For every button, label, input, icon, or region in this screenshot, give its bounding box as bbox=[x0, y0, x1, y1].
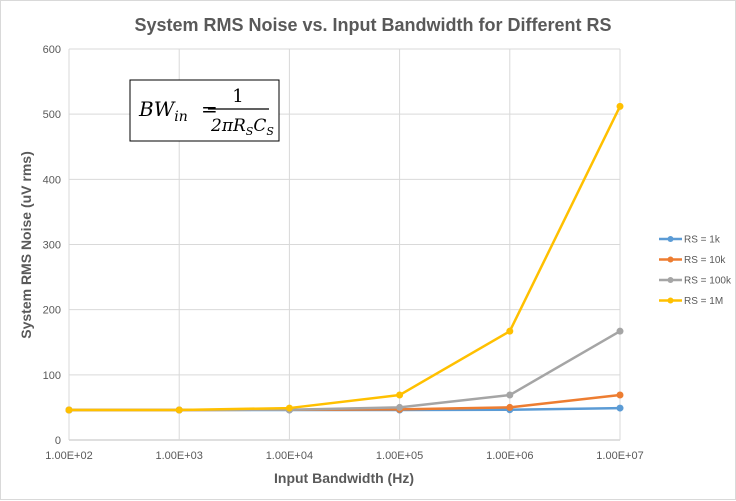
chart-title: System RMS Noise vs. Input Bandwidth for… bbox=[134, 15, 611, 35]
data-point bbox=[616, 404, 624, 412]
x-tick-label: 1.00E+04 bbox=[266, 450, 313, 462]
data-point bbox=[285, 404, 293, 412]
legend-label: RS = 100k bbox=[684, 276, 732, 287]
data-point bbox=[396, 403, 404, 411]
data-point bbox=[65, 406, 73, 414]
data-point bbox=[616, 102, 624, 110]
formula-den-sub1: S bbox=[246, 125, 254, 138]
legend-label: RS = 1k bbox=[684, 235, 721, 246]
svg-text:2πRSCS: 2πRSCS bbox=[210, 116, 274, 138]
y-tick-label: 300 bbox=[43, 240, 61, 252]
formula-lhs-sub: in bbox=[174, 109, 188, 125]
series-line bbox=[69, 105, 622, 412]
y-tick-label: 400 bbox=[43, 174, 61, 186]
legend-label: RS = 1M bbox=[684, 296, 723, 307]
formula-lhs: BW bbox=[138, 97, 176, 121]
legend-item: RS = 100k bbox=[659, 276, 732, 287]
legend-item: RS = 1M bbox=[659, 296, 723, 307]
y-tick-label: 500 bbox=[43, 109, 61, 121]
y-axis-label: System RMS Noise (uV rms) bbox=[18, 151, 34, 339]
data-point bbox=[175, 406, 183, 414]
legend-item: RS = 10k bbox=[659, 255, 726, 266]
legend-label: RS = 10k bbox=[684, 255, 726, 266]
x-tick-label: 1.00E+03 bbox=[155, 450, 202, 462]
series-3 bbox=[65, 102, 624, 414]
y-tick-label: 0 bbox=[55, 435, 61, 447]
data-point bbox=[616, 391, 624, 399]
data-point bbox=[506, 327, 514, 335]
x-tick-label: 1.00E+06 bbox=[486, 450, 533, 462]
x-axis-label: Input Bandwidth (Hz) bbox=[274, 470, 414, 486]
formula-den-sub2: S bbox=[266, 125, 274, 138]
data-point bbox=[506, 391, 514, 399]
x-tick-label: 1.00E+07 bbox=[596, 450, 643, 462]
series-line bbox=[69, 330, 621, 412]
legend-item: RS = 1k bbox=[659, 235, 721, 246]
legend-marker bbox=[667, 236, 674, 242]
formula-box: BWin = 1 2πRSCS bbox=[129, 79, 280, 142]
legend-marker bbox=[667, 256, 674, 263]
y-tick-label: 200 bbox=[43, 305, 61, 317]
legend-marker bbox=[667, 277, 674, 283]
data-point bbox=[616, 327, 624, 335]
formula-den: 2πR bbox=[210, 116, 246, 136]
legend-marker bbox=[667, 297, 674, 304]
data-point bbox=[506, 403, 514, 411]
y-tick-label: 100 bbox=[43, 370, 61, 382]
x-tick-label: 1.00E+05 bbox=[376, 450, 423, 462]
svg-text:BWin: BWin bbox=[138, 97, 188, 125]
x-tick-label: 1.00E+02 bbox=[45, 450, 92, 462]
data-point bbox=[396, 391, 404, 399]
formula-den-mid: C bbox=[253, 116, 266, 136]
y-tick-label: 600 bbox=[43, 44, 61, 56]
formula-numerator: 1 bbox=[232, 86, 243, 107]
